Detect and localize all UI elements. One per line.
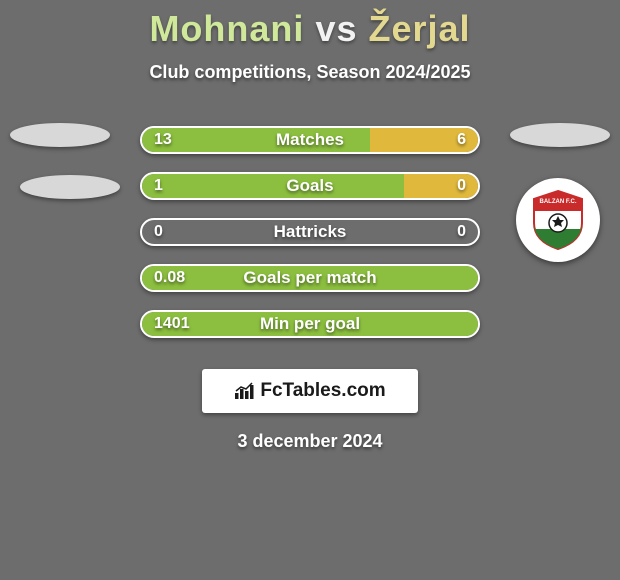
bar-track: 1401Min per goal bbox=[140, 310, 480, 338]
left-value: 0 bbox=[154, 220, 163, 244]
left-value: 1 bbox=[154, 174, 163, 198]
brand-text: FcTables.com bbox=[260, 380, 385, 402]
stat-row: 1401Min per goal bbox=[0, 307, 620, 341]
right-value: 0 bbox=[457, 220, 466, 244]
bar-left-fill bbox=[142, 312, 478, 336]
player1-name: Mohnani bbox=[149, 8, 304, 49]
bar-track: 136Matches bbox=[140, 126, 480, 154]
stat-label: Hattricks bbox=[142, 220, 478, 244]
bar-track: 0.08Goals per match bbox=[140, 264, 480, 292]
bar-track: 0 0Hattricks bbox=[140, 218, 480, 246]
date-label: 3 december 2024 bbox=[0, 431, 620, 452]
bar-left-fill bbox=[142, 266, 478, 290]
stat-row: 136Matches bbox=[0, 123, 620, 157]
stat-row: 10Goals bbox=[0, 169, 620, 203]
subtitle: Club competitions, Season 2024/2025 bbox=[0, 62, 620, 83]
brand-badge: FcTables.com bbox=[202, 369, 418, 413]
stat-row: 0.08Goals per match bbox=[0, 261, 620, 295]
left-value: 13 bbox=[154, 128, 172, 152]
player2-name: Žerjal bbox=[369, 8, 471, 49]
right-value: 6 bbox=[457, 128, 466, 152]
bar-right-fill bbox=[404, 174, 478, 198]
right-value: 0 bbox=[457, 174, 466, 198]
comparison-title: Mohnani vs Žerjal bbox=[0, 0, 620, 50]
stat-row: 0 0Hattricks bbox=[0, 215, 620, 249]
bar-left-fill bbox=[142, 174, 404, 198]
bar-left-fill bbox=[142, 128, 370, 152]
left-value: 0.08 bbox=[154, 266, 185, 290]
comparison-chart: BALZAN F.C. 136Matches10Goals00Hattricks… bbox=[0, 123, 620, 341]
vs-label: vs bbox=[315, 8, 357, 49]
bar-track: 10Goals bbox=[140, 172, 480, 200]
brand-chart-icon bbox=[234, 382, 254, 400]
left-value: 1401 bbox=[154, 312, 190, 336]
